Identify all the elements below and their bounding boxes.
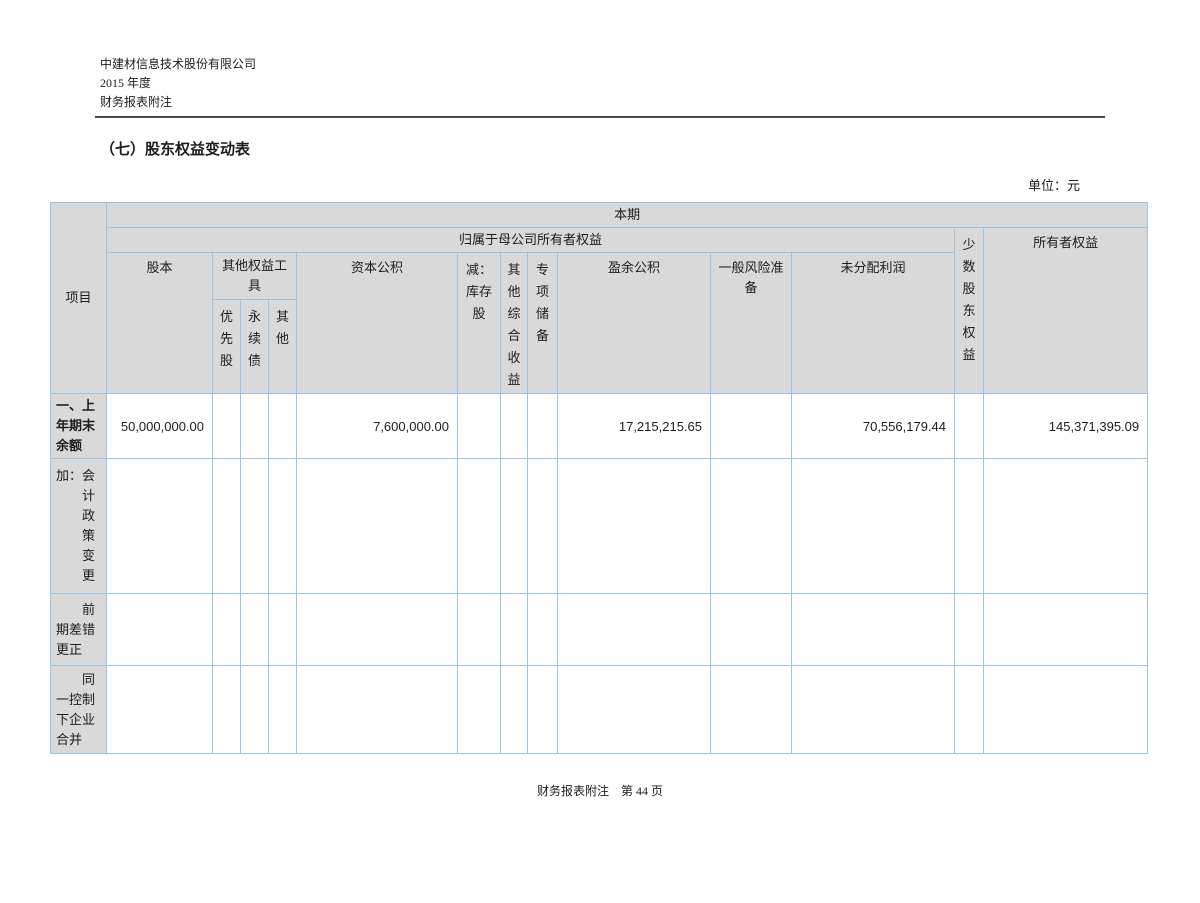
cell-value: [212, 593, 241, 666]
cell-value: [954, 665, 984, 754]
cell-value: [710, 458, 792, 594]
cell-value: [982, 665, 1149, 754]
header-special-reserve: 专 项 储 备: [527, 252, 558, 394]
cell-value: [527, 593, 558, 666]
cell-value: 145,371,395.09: [982, 393, 1149, 459]
page: { "document": { "company_name": "中建材信息技术…: [0, 55, 1200, 903]
cell-value: [557, 665, 711, 754]
cell-value: [710, 665, 792, 754]
cell-value: [296, 665, 458, 754]
cell-value: 50,000,000.00: [106, 393, 213, 459]
cell-value: 17,215,215.65: [557, 393, 711, 459]
page-footer: 财务报表附注 第 44 页: [536, 784, 663, 798]
cell-value: [212, 458, 241, 594]
cell-value: [240, 665, 269, 754]
table-header: 项目 本期 归属于母公司所有者权益 少 数 股 东 权 益 所有者权益 股本 其…: [50, 202, 1149, 395]
cell-value: [791, 665, 955, 754]
cell-value: [268, 593, 297, 666]
row-label: 前 期差错 更正: [50, 593, 107, 666]
cell-value: [106, 665, 213, 754]
cell-value: [527, 458, 558, 594]
cell-value: [268, 393, 297, 459]
cell-value: [500, 393, 528, 459]
cell-value: [982, 458, 1149, 594]
row-label: 加：会 计 政 策 变 更: [50, 458, 107, 594]
cell-value: [240, 458, 269, 594]
document-header: 中建材信息技术股份有限公司 2015 年度 财务报表附注: [100, 55, 1105, 112]
cell-value: [527, 393, 558, 459]
cell-value: [527, 665, 558, 754]
cell-value: [457, 393, 501, 459]
header-other: 其 他: [268, 298, 297, 395]
header-capital-reserve: 资本公积: [296, 252, 458, 394]
header-minority-interest: 少 数 股 东 权 益: [954, 227, 984, 394]
header-current-period: 本期: [105, 202, 1149, 228]
cell-value: 7,600,000.00: [296, 393, 458, 459]
cell-value: [457, 665, 501, 754]
cell-value: [296, 593, 458, 666]
equity-change-table: 项目 本期 归属于母公司所有者权益 少 数 股 东 权 益 所有者权益 股本 其…: [50, 202, 1149, 754]
row-label: 一、上 年期末 余额: [50, 393, 107, 459]
section-title: （七）股东权益变动表: [100, 141, 251, 158]
header-other-equity-instruments: 其他权益工 具: [212, 252, 297, 300]
cell-value: [106, 458, 213, 594]
header-other-comprehensive-income: 其 他 综 合 收 益: [500, 252, 528, 394]
cell-value: [791, 593, 955, 666]
cell-value: [557, 593, 711, 666]
header-perpetual-bonds: 永 续 债: [240, 298, 269, 395]
company-name: 中建材信息技术股份有限公司: [100, 57, 257, 71]
header-item: 项目: [50, 202, 107, 394]
header-undistributed-profit: 未分配利润: [791, 252, 955, 394]
header-less-treasury-shares: 减： 库存 股: [457, 252, 501, 394]
cell-value: [982, 593, 1149, 666]
doc-type: 财务报表附注: [100, 95, 173, 109]
cell-value: [954, 393, 984, 459]
table-row: 同 一控制 下企业 合并: [50, 665, 1149, 754]
table-row: 加：会 计 政 策 变 更: [50, 458, 1149, 594]
cell-value: [457, 458, 501, 594]
cell-value: [954, 458, 984, 594]
header-rule: [95, 116, 1105, 118]
unit-label: 单位：元: [1027, 178, 1080, 193]
cell-value: [557, 458, 711, 594]
cell-value: 70,556,179.44: [791, 393, 955, 459]
cell-value: [240, 593, 269, 666]
row-label: 同 一控制 下企业 合并: [50, 665, 107, 754]
cell-value: [296, 458, 458, 594]
cell-value: [268, 458, 297, 594]
header-share-capital: 股本: [106, 252, 213, 394]
fiscal-year: 2015 年度: [100, 76, 152, 90]
header-general-risk-reserve: 一般风险准 备: [710, 252, 792, 394]
cell-value: [457, 593, 501, 666]
cell-value: [710, 393, 792, 459]
header-preferred-shares: 优 先 股: [212, 298, 241, 395]
cell-value: [500, 665, 528, 754]
table-row: 一、上 年期末 余额 50,000,000.00 7,600,000.00 17,21…: [50, 393, 1149, 459]
table-row: 前 期差错 更正: [50, 593, 1149, 666]
header-parent-equity: 归属于母公司所有者权益: [106, 227, 955, 253]
cell-value: [106, 593, 213, 666]
cell-value: [710, 593, 792, 666]
cell-value: [212, 393, 241, 459]
header-owners-equity: 所有者权益: [982, 227, 1149, 394]
cell-value: [954, 593, 984, 666]
cell-value: [268, 665, 297, 754]
table-body: 一、上 年期末 余额 50,000,000.00 7,600,000.00 17,21…: [50, 393, 1149, 754]
cell-value: [500, 458, 528, 594]
cell-value: [791, 458, 955, 594]
header-surplus-reserve: 盈余公积: [557, 252, 711, 394]
cell-value: [500, 593, 528, 666]
cell-value: [240, 393, 269, 459]
cell-value: [212, 665, 241, 754]
